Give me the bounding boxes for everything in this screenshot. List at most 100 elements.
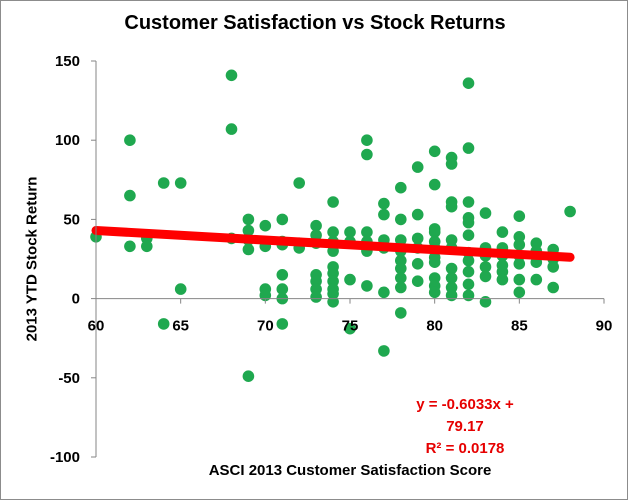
- data-point: [174, 283, 187, 295]
- data-point: [445, 200, 458, 213]
- data-point: [327, 196, 339, 208]
- data-point: [513, 210, 526, 222]
- data-point: [141, 240, 153, 253]
- axes-layer: -100 -50 0 50 100 150 60 65 70 75 80 85 90: [50, 53, 612, 466]
- data-point: [479, 261, 492, 273]
- data-point: [242, 224, 255, 237]
- data-point: [428, 286, 441, 299]
- trendline-r-squared: R² = 0.0178: [425, 440, 505, 457]
- data-point: [462, 254, 475, 267]
- y-tick-label: 0: [72, 291, 80, 308]
- data-point: [462, 289, 475, 302]
- x-tick-label: 85: [511, 318, 528, 335]
- y-axis-title: 2013 YTD Stock Return: [23, 176, 41, 342]
- data-point: [395, 262, 407, 275]
- trendline-equation-box: y = -0.6033x + 79.17 R² = 0.0178: [399, 394, 531, 460]
- data-point: [378, 197, 390, 210]
- data-point: [310, 229, 322, 241]
- y-tick-label: 50: [63, 211, 80, 228]
- data-point: [513, 273, 526, 286]
- data-point: [276, 269, 289, 281]
- y-tick-label: 100: [55, 132, 80, 149]
- data-point: [124, 134, 136, 146]
- data-point: [547, 281, 559, 294]
- x-tick-label: 65: [172, 318, 189, 335]
- data-point: [310, 291, 322, 303]
- data-point: [479, 207, 492, 219]
- data-point: [445, 289, 458, 302]
- data-point: [530, 273, 543, 286]
- data-point: [225, 123, 238, 135]
- data-point: [479, 296, 492, 308]
- y-tick-label: -50: [58, 370, 80, 387]
- data-point: [395, 272, 407, 284]
- data-point: [462, 278, 475, 291]
- trendline: [91, 226, 575, 262]
- data-point: [428, 256, 441, 268]
- data-point: [327, 226, 339, 238]
- data-point: [462, 265, 475, 278]
- data-point: [124, 240, 136, 253]
- data-point: [462, 77, 475, 89]
- data-point: [157, 318, 170, 330]
- data-point: [344, 322, 356, 335]
- x-tick-label: 80: [426, 318, 443, 335]
- data-point: [462, 216, 475, 229]
- data-point: [513, 238, 526, 251]
- data-point: [157, 177, 170, 189]
- data-point: [445, 158, 458, 170]
- data-point: [445, 272, 458, 284]
- data-point: [293, 177, 306, 189]
- data-point: [259, 219, 272, 232]
- chart-title: Customer Satisfaction vs Stock Returns: [124, 12, 506, 34]
- data-point: [361, 226, 373, 238]
- data-point: [378, 208, 390, 221]
- data-point: [344, 226, 356, 238]
- data-point: [395, 181, 407, 194]
- data-point: [411, 258, 424, 270]
- data-point: [479, 270, 492, 283]
- x-tick-label: 75: [342, 318, 359, 335]
- data-point: [395, 213, 407, 226]
- data-point: [564, 205, 576, 218]
- data-point: [361, 148, 373, 161]
- y-tick-label: 150: [55, 53, 80, 70]
- x-tick-label: 70: [257, 318, 274, 335]
- data-point: [395, 307, 407, 319]
- data-point: [445, 262, 458, 275]
- data-point: [124, 189, 136, 202]
- y-tick-label: -100: [50, 449, 80, 466]
- data-point: [428, 178, 441, 191]
- data-point: [411, 232, 424, 245]
- data-point: [344, 273, 356, 286]
- data-point: [496, 226, 509, 238]
- data-point: [378, 286, 390, 299]
- data-point: [310, 219, 322, 232]
- data-point: [428, 145, 441, 158]
- data-point: [242, 213, 255, 226]
- data-point: [411, 275, 424, 288]
- data-point: [276, 318, 289, 330]
- data-point: [496, 273, 509, 286]
- data-point: [174, 177, 187, 189]
- data-point: [276, 213, 289, 226]
- data-point: [513, 258, 526, 270]
- data-point: [547, 261, 559, 273]
- data-point: [327, 288, 339, 300]
- data-point: [462, 196, 475, 208]
- data-point: [395, 234, 407, 246]
- points-layer: [90, 69, 576, 383]
- data-point: [411, 208, 424, 221]
- data-point: [395, 281, 407, 294]
- data-point: [378, 345, 390, 357]
- data-point: [242, 243, 255, 256]
- data-point: [327, 296, 339, 308]
- x-tick-label: 90: [596, 318, 613, 335]
- data-point: [411, 161, 424, 173]
- data-point: [428, 226, 441, 238]
- data-point: [462, 142, 475, 154]
- x-tick-label: 60: [88, 318, 105, 335]
- x-axis-title: ASCI 2013 Customer Satisfaction Score: [208, 462, 492, 479]
